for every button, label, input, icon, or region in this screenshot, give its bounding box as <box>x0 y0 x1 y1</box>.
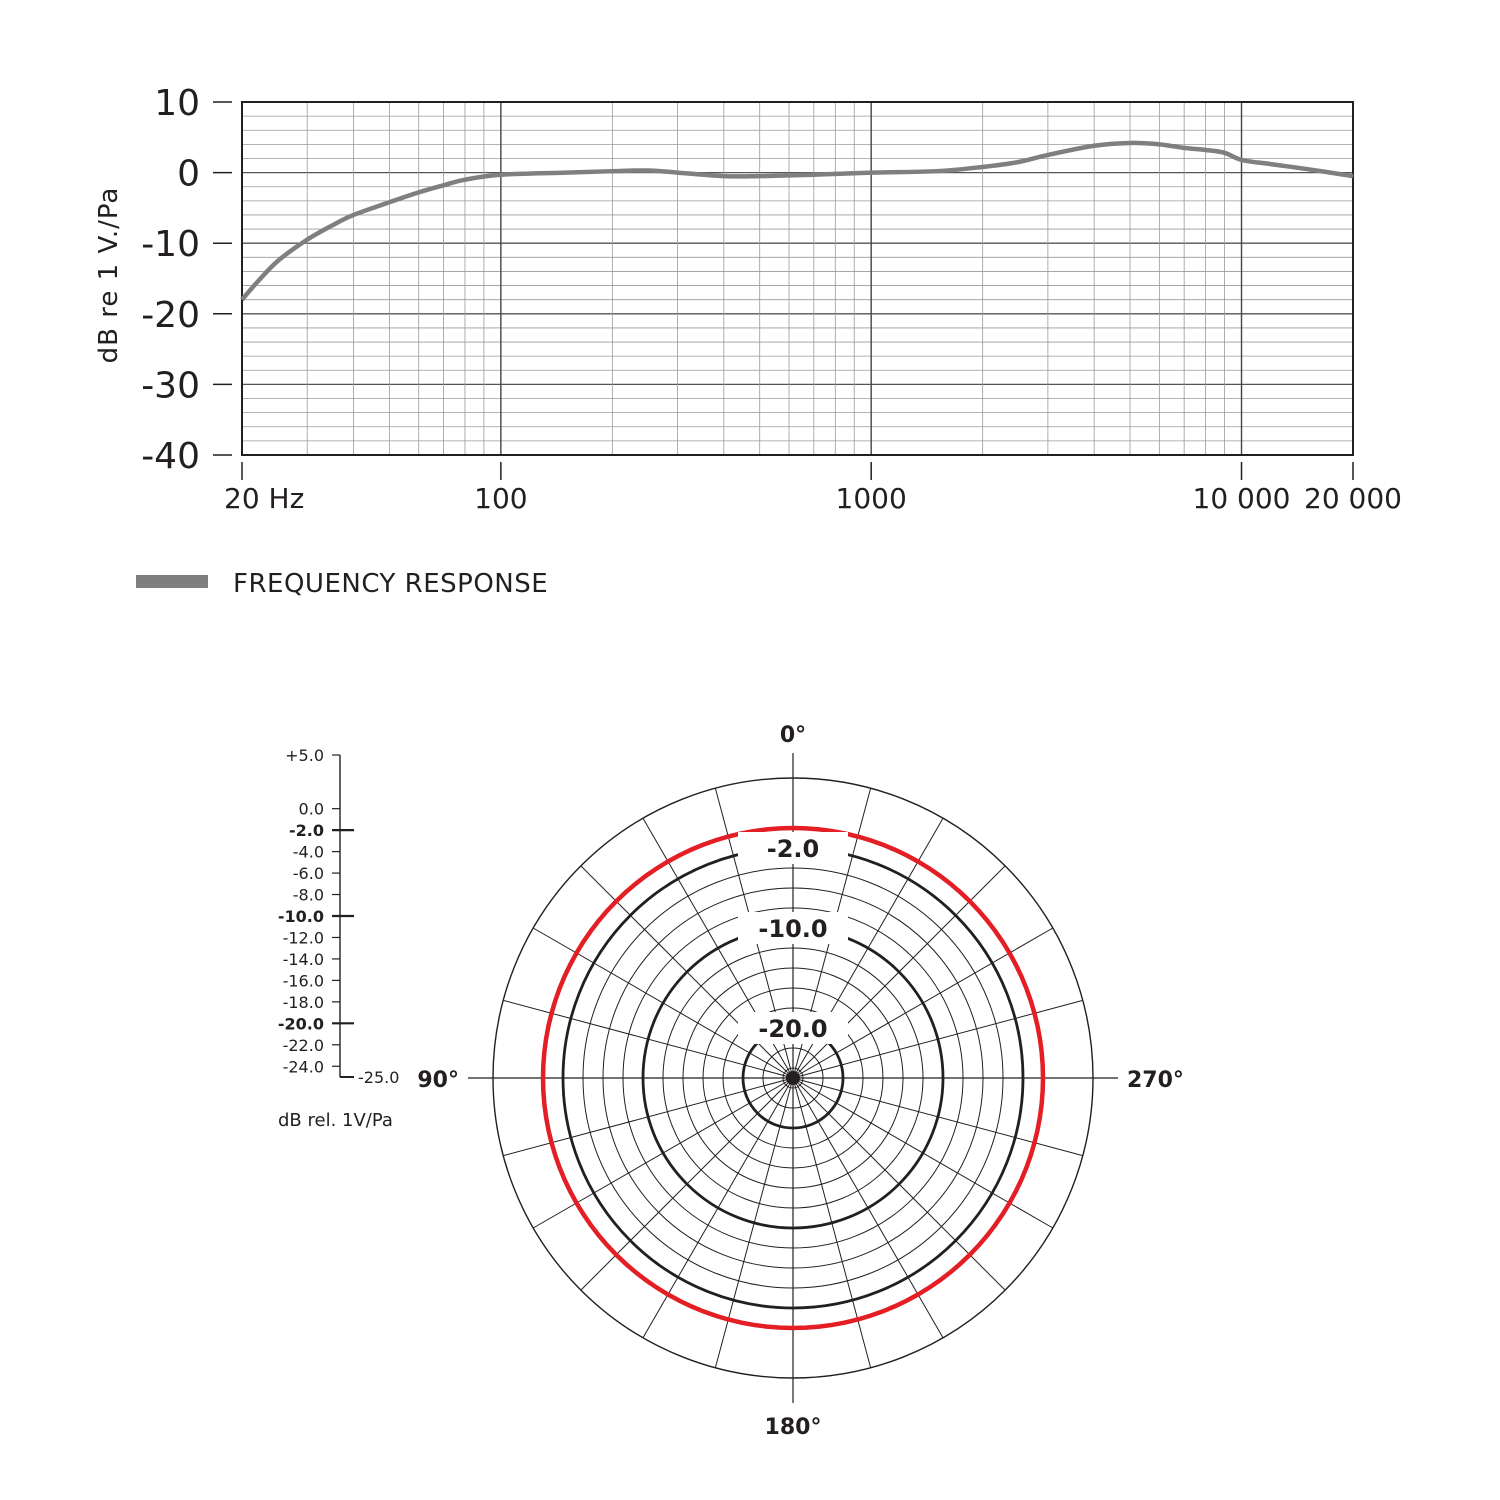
x-tick-label: 10 000 <box>1193 482 1291 515</box>
polar-scale-bar: +5.0 0.0 -2.0 -4.0 -6.0 -8.0 -10.0 -12.0 -14.0 -1… <box>278 746 400 1087</box>
legend-label-frequency-response: FREQUENCY RESPONSE <box>233 569 548 599</box>
polar-center-dot <box>786 1071 800 1085</box>
y-tick-label: -10 <box>141 224 200 265</box>
frequency-response-series <box>240 140 1354 302</box>
y-tick-label: -20 <box>141 295 200 336</box>
frequency-response-grid <box>241 101 1354 456</box>
x-tick-label: 1000 <box>836 482 907 515</box>
scale-tick-label: -8.0 <box>293 886 324 905</box>
frequency-response-x-ticks: 20 Hz 100 1000 10 000 20 000 <box>224 462 1402 515</box>
ring-label: -2.0 <box>767 835 819 863</box>
scale-min-label: -25.0 <box>358 1068 399 1087</box>
x-tick-label: 20 000 <box>1304 482 1402 515</box>
polar-series <box>540 825 1046 1331</box>
y-tick-label: -40 <box>141 436 200 477</box>
scale-tick-label: 0.0 <box>299 800 324 819</box>
x-tick-label: 20 Hz <box>224 482 304 515</box>
ring-label: -10.0 <box>758 915 827 943</box>
polar-ring-labels: -2.0 -10.0 -20.0 <box>738 832 848 1044</box>
ring-label: -20.0 <box>758 1015 827 1043</box>
angle-label: 0° <box>780 723 806 748</box>
x-tick-label: 100 <box>474 482 527 515</box>
scale-tick-label: -6.0 <box>293 864 324 883</box>
frequency-response-y-ticks: 10 0 -10 -20 -30 -40 <box>141 83 232 477</box>
series-line-frequency-response <box>240 140 1354 302</box>
scale-tick-label: -4.0 <box>293 843 324 862</box>
polar-pattern-chart: +5.0 0.0 -2.0 -4.0 -6.0 -8.0 -10.0 -12.0 -14.0 -1… <box>278 723 1184 1440</box>
y-tick-label: 0 <box>177 154 200 195</box>
y-tick-label: 10 <box>154 83 200 124</box>
angle-label: 270° <box>1127 1068 1184 1093</box>
y-tick-label: -30 <box>141 365 200 406</box>
frequency-response-chart: 100-10-20-30-40 20 Hz 100 1000 10 000 20 000… <box>94 83 1402 599</box>
scale-tick-label: +5.0 <box>285 746 324 765</box>
plot-frame <box>241 101 1354 456</box>
frequency-response-legend: FREQUENCY RESPONSE <box>136 569 548 599</box>
ring-label-background <box>738 912 848 944</box>
ring-label-background <box>738 832 848 864</box>
frequency-response-y-axis-label: dB re 1 V./Pa <box>94 187 124 364</box>
polar-angle-labels: 0° 90° 180° 270° <box>417 723 1184 1440</box>
scale-tick-label: -22.0 <box>283 1036 324 1055</box>
scale-tick-label: -16.0 <box>283 971 324 990</box>
angle-label: 90° <box>417 1068 459 1093</box>
polar-series-line <box>540 825 1046 1331</box>
scale-tick-label: -12.0 <box>283 928 324 947</box>
ring-label-background <box>738 1012 848 1044</box>
scale-tick-label: -14.0 <box>283 950 324 969</box>
scale-tick-label: -10.0 <box>278 907 324 926</box>
scale-tick-label: -20.0 <box>278 1014 324 1033</box>
scale-tick-label: -24.0 <box>283 1057 324 1076</box>
legend-swatch-frequency-response <box>136 575 208 588</box>
angle-label: 180° <box>765 1415 822 1440</box>
polar-scale-unit-label: dB rel. 1V/Pa <box>278 1110 393 1131</box>
scale-tick-label: -2.0 <box>289 821 324 840</box>
scale-tick-label: -18.0 <box>283 993 324 1012</box>
